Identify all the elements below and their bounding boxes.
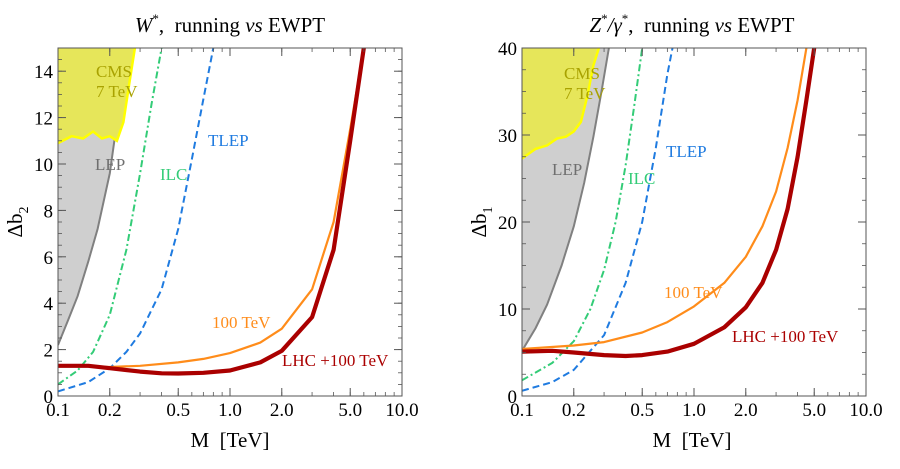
annotation-lhc-100-tev: LHC +100 TeV bbox=[282, 351, 389, 370]
region-cms-fill bbox=[522, 48, 599, 159]
annotation-tlep: TLEP bbox=[208, 131, 249, 150]
x-tick-label: 10.0 bbox=[849, 400, 882, 421]
annotation-100-tev: 100 TeV bbox=[664, 283, 723, 302]
annotation-cms-energy: 7 TeV bbox=[564, 84, 606, 103]
x-tick-label: 5.0 bbox=[338, 400, 362, 421]
series-line-tlep bbox=[58, 48, 215, 393]
region-cms-boundary bbox=[522, 48, 601, 160]
y-tick-label: 40 bbox=[498, 39, 517, 60]
y-tick-label: 14 bbox=[34, 62, 54, 83]
series-line-lhc-100-tev bbox=[522, 48, 817, 359]
annotation-cms: CMS bbox=[564, 64, 600, 83]
annotation-cms: CMS bbox=[96, 62, 132, 81]
x-tick-label: 0.5 bbox=[166, 400, 190, 421]
annotation-ilc: ILC bbox=[628, 169, 655, 188]
series-line-100-tev bbox=[58, 48, 365, 369]
chart-panel-wbosons: W*, running vs EWPT 0.1 0.2 0.5 1.0 2.0 5.0 10… bbox=[3, 11, 419, 452]
y-tick-label: 6 bbox=[44, 248, 54, 269]
annotation-ilc: ILC bbox=[160, 165, 187, 184]
chart-panel-zgamma: Z*/γ*, running vs EWPT 0.1 0.2 0.5 1.0 2.0 5.… bbox=[467, 11, 883, 452]
series-line-tlep bbox=[522, 48, 674, 392]
x-tick-label: 2.0 bbox=[270, 400, 294, 421]
x-axis-label: M [TeV] bbox=[190, 428, 269, 452]
series-line-ilc bbox=[58, 48, 163, 386]
series-line-lhc-100-tev bbox=[58, 48, 366, 376]
y-tick-label: 10 bbox=[34, 155, 53, 176]
annotation-lep: LEP bbox=[95, 155, 125, 174]
x-tick-label: 0.2 bbox=[562, 400, 586, 421]
annotation-lep: LEP bbox=[552, 160, 582, 179]
y-tick-label: 8 bbox=[44, 201, 54, 222]
annotation-cms-energy: 7 TeV bbox=[96, 82, 138, 101]
x-tick-label: 2.0 bbox=[734, 400, 758, 421]
y-axis-label: Δb2 bbox=[3, 206, 32, 237]
x-tick-label: 0.2 bbox=[98, 400, 122, 421]
annotation-lhc-100-tev: LHC +100 TeV bbox=[732, 327, 839, 346]
chart-title: W*, running vs EWPT bbox=[135, 11, 325, 37]
x-tick-label: 10.0 bbox=[385, 400, 418, 421]
region-cms-boundary bbox=[58, 48, 137, 145]
chart-title: Z*/γ*, running vs EWPT bbox=[589, 11, 794, 37]
x-axis-label: M [TeV] bbox=[652, 428, 731, 452]
y-tick-label: 2 bbox=[44, 341, 54, 362]
y-tick-label: 20 bbox=[498, 213, 517, 234]
x-tick-label: 1.0 bbox=[218, 400, 242, 421]
y-tick-label: 30 bbox=[498, 126, 517, 147]
y-tick-label: 12 bbox=[34, 109, 53, 130]
annotation-tlep: TLEP bbox=[666, 142, 707, 161]
y-tick-label: 10 bbox=[498, 300, 517, 321]
x-tick-label: 5.0 bbox=[802, 400, 826, 421]
y-tick-label: 4 bbox=[44, 294, 54, 315]
annotation-100-tev: 100 TeV bbox=[212, 313, 271, 332]
y-tick-label: 0 bbox=[508, 387, 518, 408]
x-tick-label: 0.1 bbox=[510, 400, 534, 421]
x-tick-label: 1.0 bbox=[682, 400, 706, 421]
region-lep-boundary bbox=[522, 48, 610, 352]
series-line-100-tev bbox=[522, 48, 808, 351]
x-tick-label: 0.5 bbox=[630, 400, 654, 421]
region-cms-fill bbox=[58, 48, 135, 144]
series-line-ilc bbox=[522, 48, 644, 382]
y-axis-label: Δb1 bbox=[467, 206, 496, 237]
y-tick-label: 0 bbox=[44, 387, 54, 408]
x-tick-label: 0.1 bbox=[46, 400, 70, 421]
